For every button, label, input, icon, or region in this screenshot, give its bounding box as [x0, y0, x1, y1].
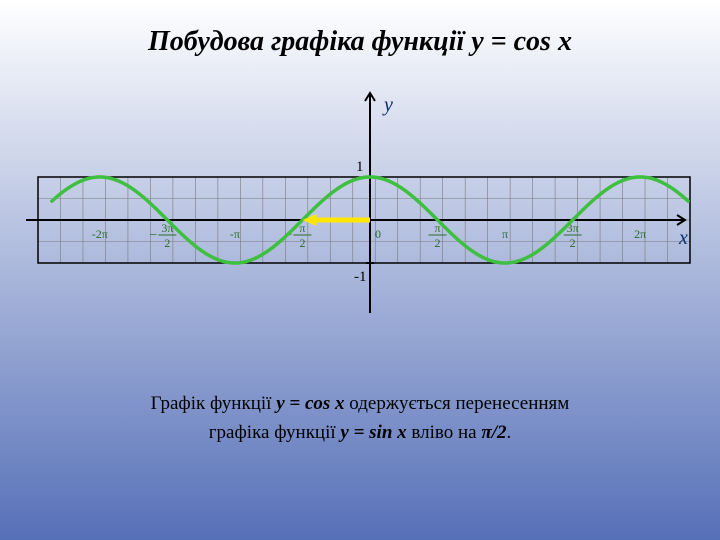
svg-text:π: π: [502, 227, 508, 241]
svg-text:-π: -π: [230, 227, 240, 241]
svg-text:x: x: [678, 227, 688, 249]
cap-1a: Графік функції: [151, 393, 277, 414]
svg-text:2: 2: [299, 236, 305, 250]
page-title: Побудова графіка функції у = cos x: [0, 26, 720, 58]
svg-text:-2π: -2π: [92, 227, 108, 241]
cap-2c: вліво на: [407, 422, 482, 443]
cap-2d: π/2: [481, 422, 506, 443]
svg-text:-1: -1: [354, 269, 367, 285]
svg-text:y: y: [382, 94, 393, 116]
page-title-text: Побудова графіка функції у = cos x: [148, 26, 572, 57]
svg-text:0: 0: [375, 227, 381, 241]
cap-2e: .: [507, 422, 512, 443]
svg-text:2: 2: [164, 236, 170, 250]
svg-text:2: 2: [570, 236, 576, 250]
svg-text:1: 1: [356, 159, 364, 175]
caption: Графік функції y = cos x одержується пер…: [60, 390, 660, 447]
cap-2b: y = sin x: [340, 422, 406, 443]
cap-1c: одержується перенесенням: [345, 393, 570, 414]
svg-text:2: 2: [435, 236, 441, 250]
cap-1b: y = cos x: [276, 393, 344, 414]
svg-text:−: −: [149, 228, 157, 243]
svg-text:2π: 2π: [634, 227, 646, 241]
cap-2a: графіка функції: [209, 422, 341, 443]
cos-chart: yx1-1-2π−3π2-π−π20π2π3π22π: [20, 85, 700, 315]
